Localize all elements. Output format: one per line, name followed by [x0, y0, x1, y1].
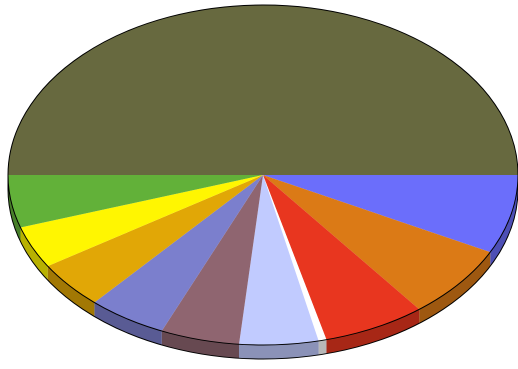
pie-slice-3: [263, 175, 420, 340]
pie-slice-0: [8, 5, 518, 175]
pie-slice-9: [20, 175, 263, 267]
pie-rim-outline: [7, 188, 518, 360]
pie-slice-8: [47, 175, 263, 303]
pie-slice-side-2: [419, 252, 491, 324]
pie-slice-5: [239, 175, 319, 346]
pie-slice-side-7: [94, 302, 162, 346]
pie-slice-1: [263, 175, 518, 253]
pie-slice-2: [263, 175, 491, 310]
pie-slice-side-4: [318, 339, 327, 355]
pie-slice-side-6: [161, 331, 240, 359]
pie-slice-6: [161, 175, 263, 345]
pie-slice-side-10: [8, 175, 21, 242]
pie-slice-10: [8, 175, 263, 228]
pie-slice-7: [94, 175, 263, 332]
pie-slice-side-1: [490, 175, 518, 267]
pie-slice-4: [263, 175, 327, 341]
pie-slice-side-8: [47, 266, 95, 317]
